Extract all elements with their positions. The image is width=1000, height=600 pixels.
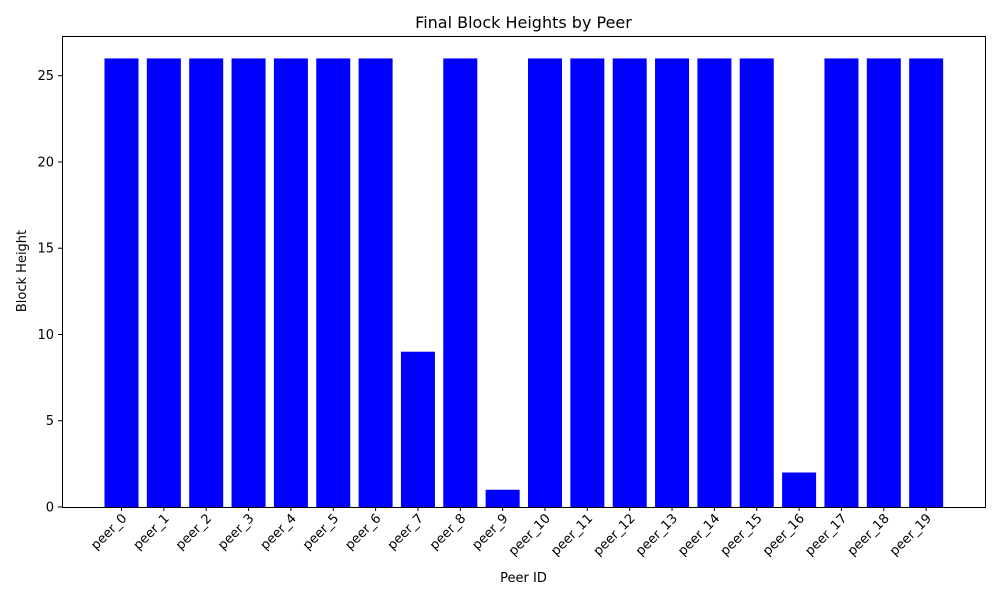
bar-peer_8 — [443, 58, 478, 508]
bar-peer_0 — [104, 58, 139, 508]
y-tick-label: 10 — [37, 328, 54, 343]
x-tick-label: peer_18 — [845, 511, 893, 559]
bar-peer_11 — [570, 58, 605, 508]
x-tick-label: peer_19 — [887, 511, 935, 559]
bar-peer_7 — [400, 351, 435, 507]
x-tick-label: peer_7 — [385, 511, 427, 553]
x-tick-label: peer_14 — [675, 511, 723, 559]
y-tick-label: 5 — [46, 414, 54, 429]
x-axis: peer_0 peer_1 peer_2 peer_3 peer_4 peer_5 peer… — [88, 507, 935, 559]
bar-peer_17 — [824, 58, 859, 508]
x-tick-label: peer_16 — [760, 511, 808, 559]
bar-peer_6 — [358, 58, 393, 508]
bar-peer_18 — [866, 58, 901, 508]
bar-peer_2 — [189, 58, 224, 508]
y-tick-label: 25 — [37, 69, 54, 84]
x-axis-label: Peer ID — [500, 571, 547, 586]
x-tick-label: peer_5 — [300, 511, 342, 553]
x-tick-label: peer_4 — [258, 511, 300, 553]
y-axis: 0 5 10 15 20 25 — [37, 69, 62, 516]
y-tick-label: 20 — [37, 155, 54, 170]
bar-peer_3 — [231, 58, 266, 508]
x-tick-label: peer_15 — [718, 511, 766, 559]
x-tick-label: peer_0 — [88, 511, 130, 553]
y-tick-label: 0 — [46, 501, 54, 516]
bar-peer_13 — [655, 58, 690, 508]
bar-peer_5 — [316, 58, 351, 508]
x-tick-label: peer_17 — [802, 511, 850, 559]
x-tick-label: peer_6 — [342, 511, 384, 553]
x-tick-label: peer_10 — [506, 511, 554, 559]
bar-peer_9 — [485, 489, 520, 507]
x-tick-label: peer_12 — [591, 511, 639, 559]
bar-peer_10 — [528, 58, 562, 508]
x-tick-label: peer_8 — [427, 511, 469, 553]
bar-peer_4 — [273, 58, 308, 508]
bars-group — [104, 58, 944, 508]
plot-frame — [62, 36, 986, 508]
bar-peer_12 — [612, 58, 647, 508]
bar-peer_1 — [146, 58, 181, 508]
x-tick-label: peer_2 — [173, 511, 215, 553]
bar-peer_16 — [782, 472, 817, 507]
chart-title: Final Block Heights by Peer — [415, 13, 632, 32]
bar-peer_15 — [739, 58, 774, 508]
x-tick-label: peer_11 — [548, 511, 596, 559]
x-tick-label: peer_13 — [633, 511, 681, 559]
y-axis-label: Block Height — [15, 230, 30, 312]
bar-peer_14 — [697, 58, 732, 508]
y-tick-label: 15 — [37, 242, 54, 257]
x-tick-label: peer_1 — [131, 511, 173, 553]
bar-peer_19 — [909, 58, 944, 508]
x-tick-label: peer_3 — [215, 511, 257, 553]
x-tick-label: peer_9 — [469, 511, 511, 553]
